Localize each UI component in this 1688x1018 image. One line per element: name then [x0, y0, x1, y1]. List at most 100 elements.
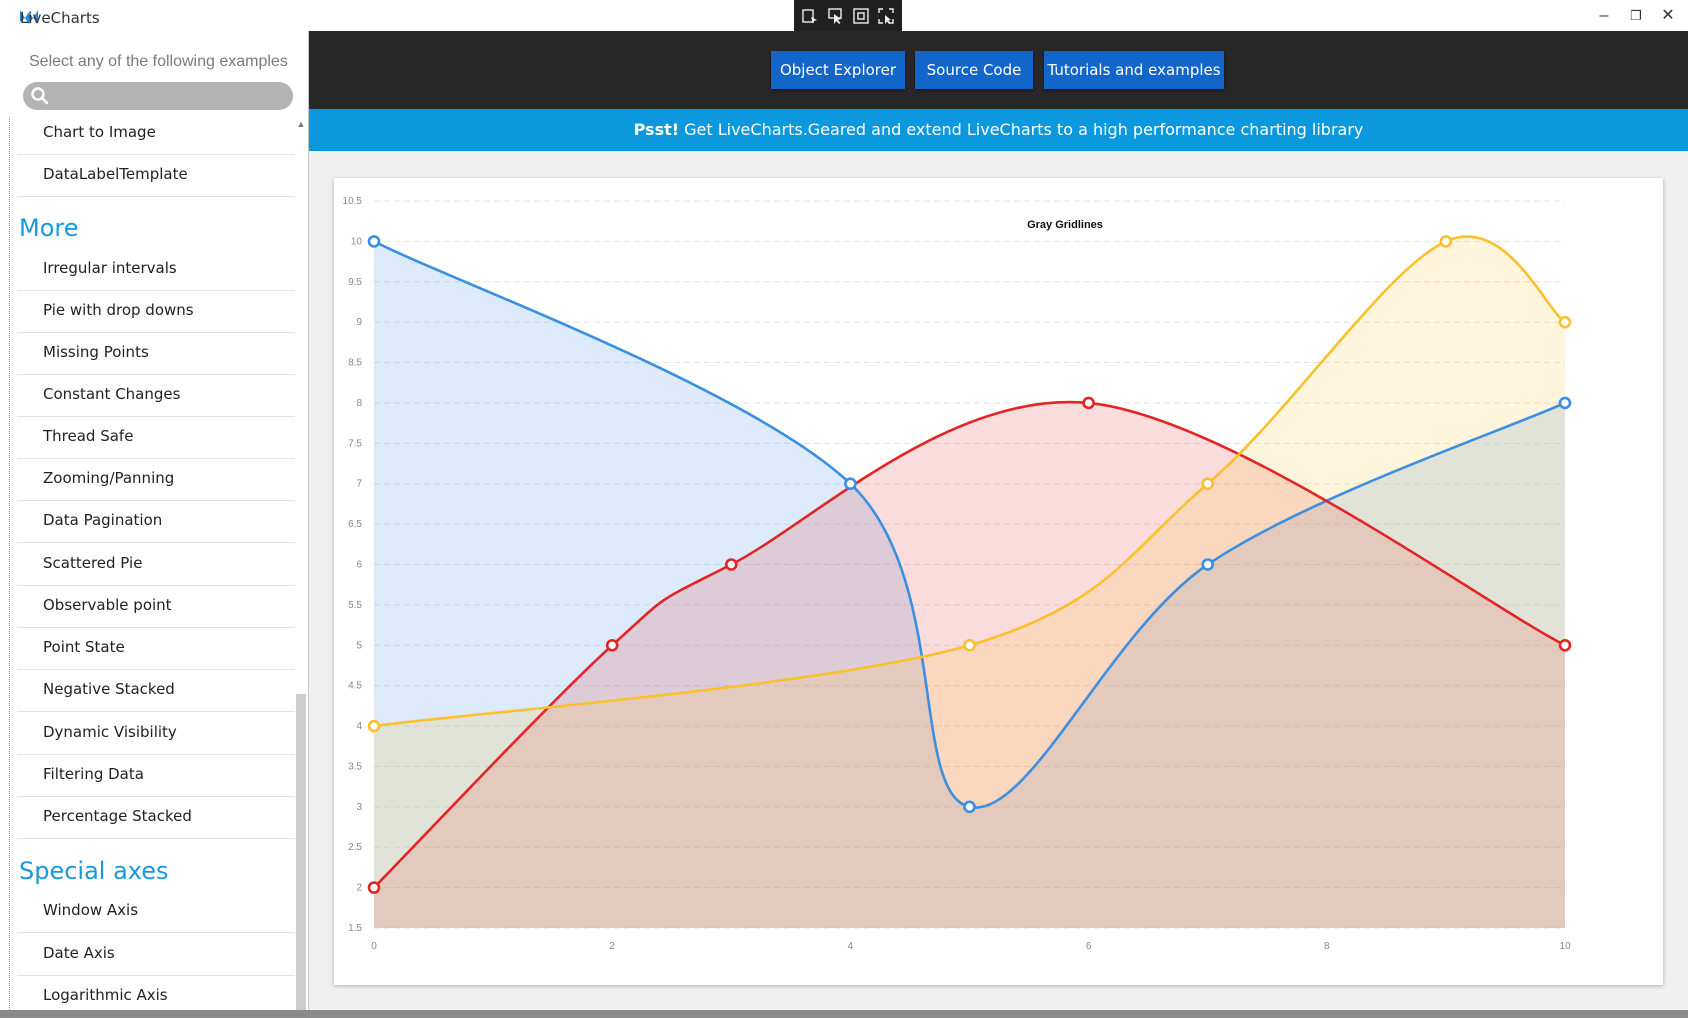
- object-explorer-button[interactable]: Object Explorer: [771, 51, 905, 89]
- list-item-label: Point State: [43, 638, 125, 656]
- y-tick-label: 7: [356, 479, 362, 490]
- list-item-label: Observable point: [43, 596, 172, 614]
- y-tick-label: 1.5: [348, 923, 362, 934]
- close-button[interactable]: ✕: [1661, 7, 1675, 24]
- list-item[interactable]: Chart to Image: [17, 117, 295, 155]
- list-item[interactable]: Thread Safe: [17, 417, 295, 459]
- list-item-label: Negative Stacked: [43, 680, 175, 698]
- data-point: [1201, 477, 1215, 491]
- data-point: [1558, 396, 1572, 410]
- list-item[interactable]: Irregular intervals: [17, 249, 295, 291]
- list-item-label: Missing Points: [43, 343, 149, 361]
- list-item-label: Pie with drop downs: [43, 301, 194, 319]
- y-tick-label: 2: [356, 883, 362, 894]
- point-layer: [367, 235, 1572, 894]
- list-item-label: Dynamic Visibility: [43, 723, 177, 741]
- data-point: [367, 881, 381, 894]
- section-heading: Special axes: [19, 857, 169, 885]
- list-item[interactable]: Pie with drop downs: [17, 291, 295, 333]
- list-item[interactable]: Zooming/Panning: [17, 459, 295, 501]
- x-tick-label: 4: [848, 941, 854, 952]
- series-area-3: [374, 236, 1565, 928]
- track-focus-icon[interactable]: [878, 8, 894, 24]
- y-tick-label: 10: [351, 236, 363, 247]
- livecharts-logo-icon: [20, 10, 38, 24]
- series-line-1: [373, 240, 1566, 809]
- list-item-label: DataLabelTemplate: [43, 165, 188, 183]
- scroll-up-arrow-icon[interactable]: ▲: [296, 119, 306, 129]
- list-item-label: Chart to Image: [43, 123, 156, 141]
- content-area: 1.5 2 2.5 3 3.5 4 4.5 5 5.5 6 6.5 7 7.5 8 8.5 9 9.5 10 10.…: [309, 151, 1688, 1018]
- y-tick-label: 4: [356, 721, 362, 732]
- search-input[interactable]: [23, 82, 293, 110]
- list-item[interactable]: Point State: [17, 628, 295, 670]
- y-tick-label: 8.5: [348, 358, 362, 369]
- live-visual-tree-icon[interactable]: [802, 8, 818, 24]
- list-item[interactable]: Logarithmic Axis: [17, 976, 295, 1014]
- chart-card: 1.5 2 2.5 3 3.5 4 4.5 5 5.5 6 6.5 7 7.5 8 8.5 9 9.5 10 10.…: [334, 178, 1663, 985]
- list-item[interactable]: DataLabelTemplate: [17, 155, 295, 197]
- y-tick-label: 9: [356, 317, 362, 328]
- source-code-button[interactable]: Source Code: [915, 51, 1033, 89]
- y-tick-label: 9.5: [348, 277, 362, 288]
- list-item[interactable]: Constant Changes: [17, 375, 295, 417]
- grid-layer: [374, 200, 1565, 929]
- data-point: [367, 719, 381, 733]
- list-item[interactable]: Data Pagination: [17, 501, 295, 543]
- list-item-label: Irregular intervals: [43, 259, 177, 277]
- list-item-label: Percentage Stacked: [43, 807, 192, 825]
- area-chart: 1.5 2 2.5 3 3.5 4 4.5 5 5.5 6 6.5 7 7.5 8 8.5 9 9.5 10 10.…: [343, 196, 1572, 952]
- list-item[interactable]: Missing Points: [17, 333, 295, 375]
- chart-title: Gray Gridlines: [1027, 219, 1103, 231]
- banner-bold: Psst!: [633, 120, 680, 139]
- list-item[interactable]: Filtering Data: [17, 755, 295, 797]
- data-point: [844, 477, 857, 491]
- data-point: [367, 235, 381, 248]
- sidebar-scrollbar[interactable]: ▲ ▼: [295, 117, 307, 1014]
- tick-layer: 1.5 2 2.5 3 3.5 4 4.5 5 5.5 6 6.5 7 7.5 8 8.5 9 9.5 10 10.…: [343, 196, 1571, 952]
- top-toolbar: Object Explorer Source Code Tutorials an…: [309, 31, 1688, 109]
- restore-button[interactable]: ❐: [1630, 8, 1642, 23]
- y-tick-label: 3: [356, 802, 362, 813]
- list-item-label: Thread Safe: [43, 427, 134, 445]
- y-tick-label: 10.5: [343, 196, 363, 207]
- list-item[interactable]: Scattered Pie: [17, 544, 295, 586]
- title-bar: LiveCharts – ❐ ✕: [0, 0, 1688, 37]
- minimize-button[interactable]: –: [1599, 7, 1609, 24]
- search-icon: [31, 87, 49, 105]
- select-element-icon[interactable]: [828, 8, 844, 24]
- y-tick-label: 7.5: [348, 438, 362, 449]
- y-tick-label: 3.5: [348, 761, 362, 772]
- list-item[interactable]: Dynamic Visibility: [17, 713, 295, 755]
- y-tick-label: 6: [356, 560, 362, 571]
- y-tick-label: 5.5: [348, 600, 362, 611]
- data-point: [963, 800, 976, 814]
- list-item[interactable]: Window Axis: [17, 891, 295, 933]
- list-item-label: Scattered Pie: [43, 554, 143, 572]
- list-item[interactable]: Observable point: [17, 586, 295, 628]
- x-tick-label: 10: [1559, 941, 1571, 952]
- scroll-thumb[interactable]: [296, 694, 306, 1014]
- tutorials-button[interactable]: Tutorials and examples: [1044, 51, 1224, 89]
- x-tick-label: 2: [609, 941, 615, 952]
- area-layer: [374, 236, 1565, 928]
- data-point: [1558, 638, 1572, 652]
- list-item[interactable]: Negative Stacked: [17, 670, 295, 712]
- promo-banner[interactable]: Psst! Get LiveCharts.Geared and extend L…: [309, 109, 1688, 151]
- y-tick-label: 6.5: [348, 519, 362, 530]
- list-item[interactable]: Date Axis: [17, 934, 295, 976]
- x-tick-label: 0: [371, 941, 377, 952]
- banner-text: Get LiveCharts.Geared and extend LiveCha…: [679, 120, 1364, 139]
- list-item[interactable]: Percentage Stacked: [17, 797, 295, 839]
- examples-sidebar: Select any of the following examples Cha…: [0, 31, 309, 1014]
- y-tick-label: 5: [356, 640, 362, 651]
- display-layout-adorners-icon[interactable]: [853, 8, 869, 24]
- data-point: [1439, 235, 1453, 248]
- line-layer: [373, 235, 1566, 889]
- data-point: [1201, 558, 1215, 571]
- list-item-label: Data Pagination: [43, 511, 163, 529]
- list-item-label: Date Axis: [43, 944, 115, 962]
- list-item-label: Window Axis: [43, 901, 139, 919]
- sidebar-hint: Select any of the following examples: [29, 53, 288, 70]
- x-tick-label: 6: [1086, 941, 1092, 952]
